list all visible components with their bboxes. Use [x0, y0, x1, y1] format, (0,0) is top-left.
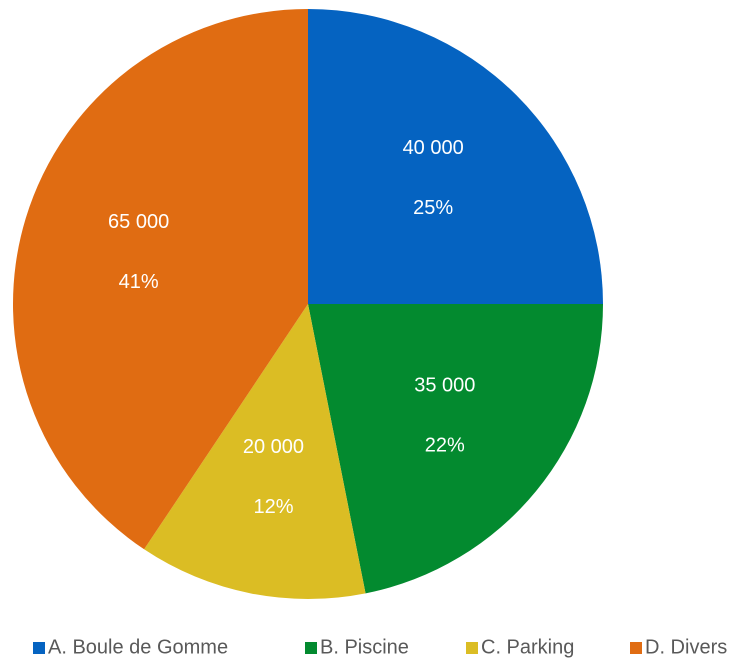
legend-label: A. Boule de Gomme — [48, 636, 228, 658]
slice-value-label: 35 000 — [414, 375, 475, 397]
legend-swatch — [630, 642, 642, 654]
slice-percent-label: 12% — [253, 496, 293, 518]
legend-label: D. Divers — [645, 636, 727, 658]
legend-label: B. Piscine — [320, 636, 409, 658]
pie-slice — [308, 9, 603, 304]
legend-swatch — [33, 642, 45, 654]
pie-slice — [13, 9, 308, 550]
legend-swatch — [466, 642, 478, 654]
slice-percent-label: 41% — [119, 271, 159, 293]
legend-label: C. Parking — [481, 636, 574, 658]
slice-percent-label: 22% — [425, 435, 465, 457]
slice-value-label: 20 000 — [243, 436, 304, 458]
slice-value-label: 40 000 — [403, 137, 464, 159]
pie-slice — [308, 304, 603, 594]
slice-value-label: 65 000 — [108, 211, 169, 233]
legend-swatch — [305, 642, 317, 654]
slice-percent-label: 25% — [413, 197, 453, 219]
pie-slice — [144, 304, 366, 599]
